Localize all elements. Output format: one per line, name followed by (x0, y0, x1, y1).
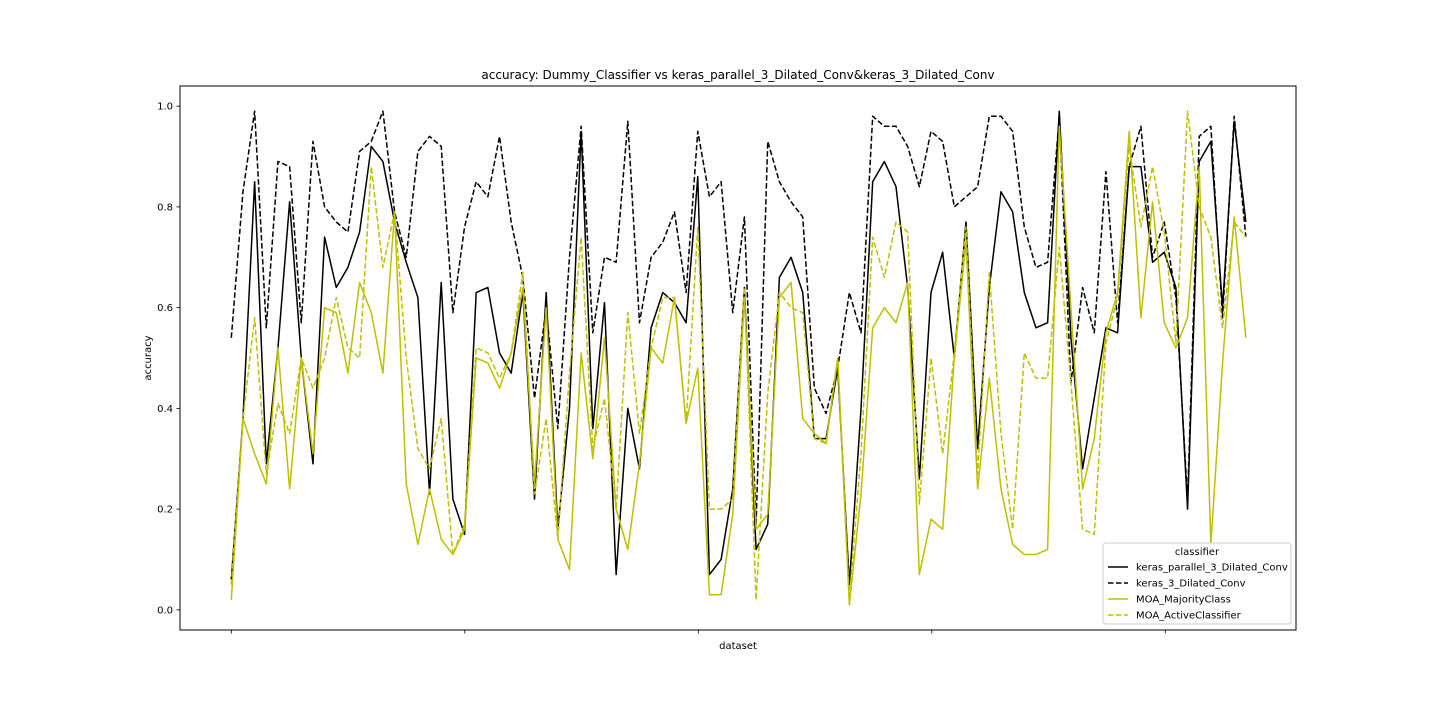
legend-entries: keras_parallel_3_Dilated_Conv keras_3_Dil… (1108, 563, 1288, 622)
series-line-keras-3-dilated-conv (230, 110, 1247, 525)
chart-title: accuracy: Dummy_Classifier vs keras_para… (481, 68, 994, 82)
x-axis-label: dataset (719, 641, 757, 652)
legend: classifier keras_parallel_3_Dilated_Conv… (1102, 542, 1292, 625)
y-axis-label: accuracy (143, 335, 154, 380)
series-layer (230, 110, 1247, 606)
series-line-moa-activeclassifier (230, 110, 1247, 601)
y-tick-label: 0.0 (157, 605, 173, 616)
y-tick-label: 0.2 (157, 505, 173, 516)
plot-frame (179, 85, 1297, 631)
legend-box (1102, 542, 1292, 625)
y-tick-label: 0.6 (157, 303, 173, 314)
ticks-layer: 0.0 0.2 0.4 0.6 0.8 1.0 (157, 102, 1166, 634)
legend-title: classifier (1175, 547, 1220, 558)
y-tick-label: 0.4 (157, 404, 173, 415)
y-tick-label: 1.0 (157, 102, 173, 113)
legend-label: MOA_MajorityClass (1136, 595, 1231, 606)
legend-label: keras_3_Dilated_Conv (1136, 579, 1246, 590)
legend-label: keras_parallel_3_Dilated_Conv (1136, 563, 1288, 574)
y-tick-label: 0.8 (157, 202, 173, 213)
legend-label: MOA_ActiveClassifier (1136, 611, 1242, 622)
